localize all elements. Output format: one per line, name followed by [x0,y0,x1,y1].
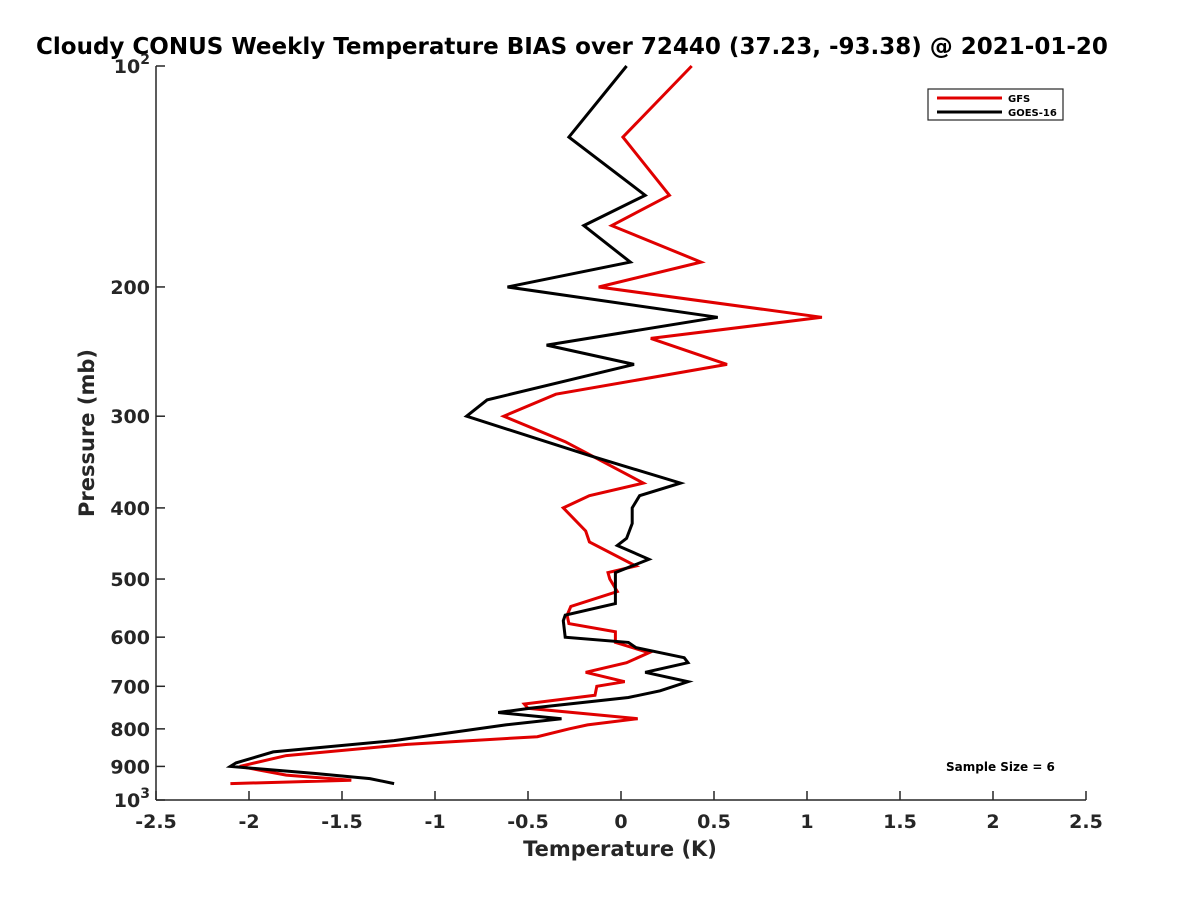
y-tick-label: 500 [110,569,150,591]
y-tick-label: 300 [110,406,150,428]
y-tick-exponent: 2 [140,52,150,68]
y-tick-label: 800 [110,719,150,741]
y-tick-label: 103 [114,786,150,812]
y-tick-label-base: 200 [110,277,150,299]
y-tick-exponent: 3 [140,786,150,802]
series-line-gfs [230,64,823,786]
y-tick-label: 400 [110,498,150,520]
sample-size-annotation: Sample Size = 6 [946,760,1055,774]
x-tick-label: 2 [986,811,999,833]
y-tick-label-base: 800 [110,719,150,741]
y-tick-label: 102 [114,52,150,78]
series-line-goes-16 [225,65,718,786]
x-tick-label: 1.5 [883,811,917,833]
y-tick-label: 700 [110,676,150,698]
y-axis-label: Pressure (mb) [75,349,99,517]
x-axis-label: Temperature (K) [523,837,717,861]
x-tick-label: -2 [238,811,259,833]
y-tick-label-base: 600 [110,627,150,649]
legend-label-gfs: GFS [1008,94,1030,105]
x-tick-label: -0.5 [507,811,549,833]
y-tick-label-base: 500 [110,569,150,591]
legend-label-goes-16: GOES-16 [1008,108,1057,119]
y-tick-label-base: 10 [114,790,140,812]
x-tick-label: 0 [614,811,627,833]
legend: GFS GOES-16 [927,88,1064,121]
x-tick-label: 2.5 [1069,811,1103,833]
y-tick-label: 600 [110,627,150,649]
y-tick-label: 900 [110,756,150,778]
series-lines [225,64,823,786]
y-tick-label-base: 10 [114,56,140,78]
y-tick-label: 200 [110,277,150,299]
y-tick-label-base: 300 [110,406,150,428]
x-tick-label: 0.5 [697,811,731,833]
x-axis-ticks: -2.5 -2 -1.5 -1 -0.5 0 0.5 1 1.5 2 2.5 [135,791,1103,833]
y-tick-label-base: 900 [110,756,150,778]
x-tick-label: -2.5 [135,811,177,833]
y-tick-label-base: 400 [110,498,150,520]
x-tick-label: -1.5 [321,811,363,833]
plot-area: -2.5 -2 -1.5 -1 -0.5 0 0.5 1 1.5 2 2.5 10220030040… [110,52,1103,833]
x-tick-label: -1 [424,811,445,833]
y-tick-label-base: 700 [110,676,150,698]
legend-box [927,88,1064,121]
chart-title: Cloudy CONUS Weekly Temperature BIAS ove… [36,34,1108,60]
x-tick-label: 1 [800,811,813,833]
